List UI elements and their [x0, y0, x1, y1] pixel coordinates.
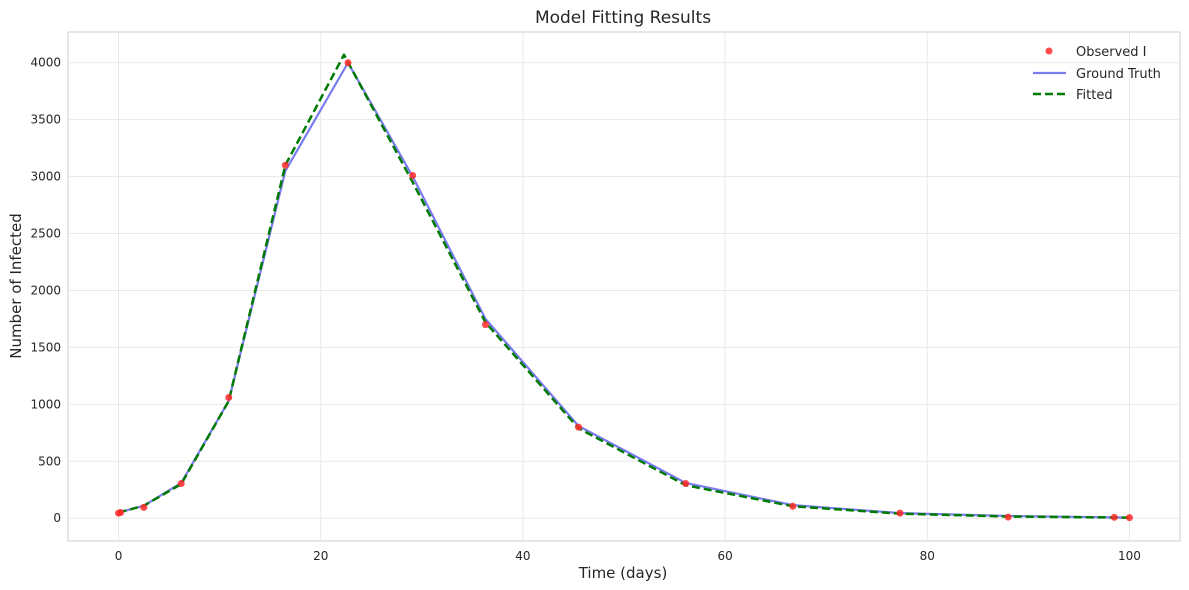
- grid: [68, 32, 1180, 541]
- data-point: [117, 509, 125, 517]
- x-axis-title: Time (days): [578, 564, 668, 582]
- data-point: [225, 394, 233, 402]
- data-point: [896, 509, 904, 517]
- data-point: [344, 59, 352, 67]
- data-point: [140, 503, 148, 511]
- x-tick-label: 0: [115, 549, 123, 563]
- data-point: [1110, 513, 1118, 521]
- y-axis-title: Number of Infected: [7, 213, 25, 359]
- legend-marker-observed: [1045, 47, 1053, 55]
- data-point: [682, 479, 690, 487]
- legend-label-fitted: Fitted: [1076, 88, 1113, 103]
- data-point: [1125, 514, 1133, 522]
- x-tick-label: 20: [313, 549, 328, 563]
- x-tick-label: 100: [1118, 549, 1141, 563]
- legend-label-ground-truth: Ground Truth: [1076, 67, 1161, 82]
- tick-labels: 0 20 40 60 80 1000500100015002000250030003500…: [30, 56, 1140, 563]
- chart-title: Model Fitting Results: [535, 8, 711, 28]
- data-point: [575, 423, 583, 431]
- y-tick-label: 1000: [30, 397, 61, 411]
- data-point: [1004, 513, 1012, 521]
- y-tick-label: 3500: [30, 113, 61, 127]
- y-tick-label: 4000: [30, 56, 61, 70]
- y-tick-label: 2500: [30, 227, 61, 241]
- y-tick-label: 3000: [30, 170, 61, 184]
- x-tick-label: 60: [717, 549, 732, 563]
- legend: Observed I Ground Truth Fitted: [1033, 45, 1161, 103]
- data-point: [482, 321, 490, 329]
- y-tick-label: 2000: [30, 283, 61, 297]
- x-tick-label: 40: [515, 549, 530, 563]
- series-line-fitted: [118, 53, 1130, 519]
- data-point: [177, 479, 185, 487]
- data-point: [409, 171, 417, 179]
- x-tick-label: 80: [920, 549, 935, 563]
- series-layer: [115, 53, 1133, 522]
- plot-area: [67, 31, 1181, 542]
- legend-label-observed: Observed I: [1076, 45, 1147, 60]
- y-tick-label: 500: [38, 454, 61, 468]
- y-tick-label: 0: [53, 511, 61, 525]
- data-point: [281, 161, 289, 169]
- data-point: [789, 502, 797, 510]
- y-tick-label: 1500: [30, 340, 61, 354]
